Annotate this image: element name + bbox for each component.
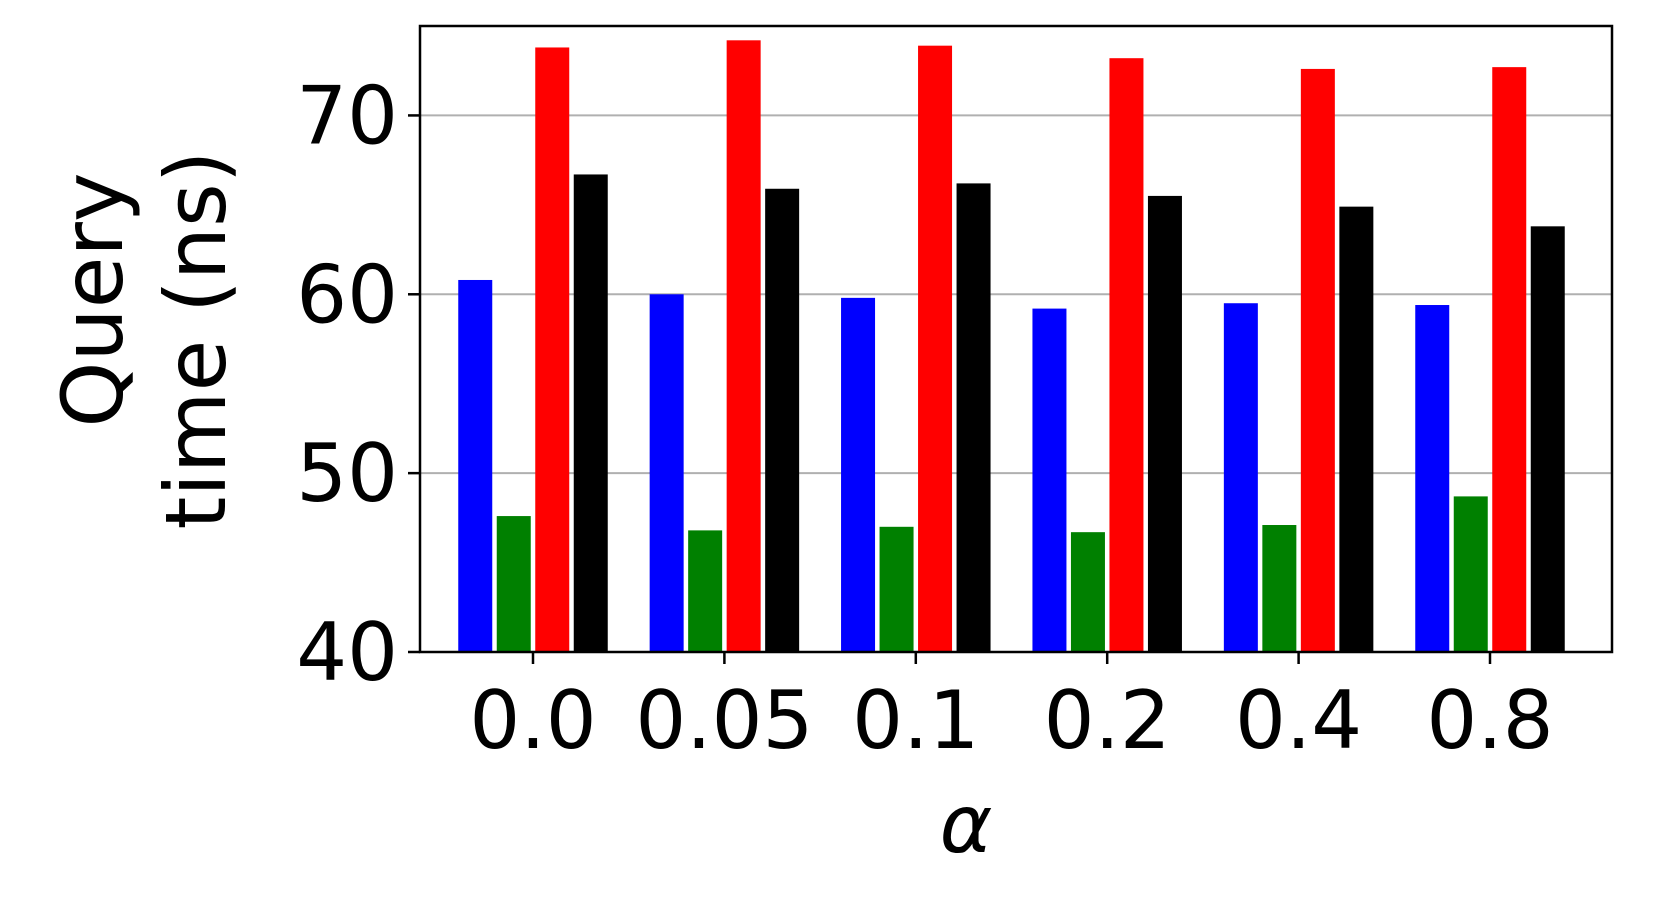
bar [688, 530, 723, 652]
bar [726, 40, 761, 652]
bar [765, 188, 800, 652]
bar [1147, 195, 1182, 652]
bar [1262, 525, 1297, 652]
bar [918, 45, 953, 652]
bar [649, 294, 684, 652]
x-tick-label: 0.1 [852, 674, 979, 767]
x-tick-label: 0.0 [469, 674, 596, 767]
plot-frame [418, 24, 1614, 654]
bar [1109, 58, 1144, 653]
x-axis-ticks: 0.0 0.05 0.1 0.2 0.4 0.8 [469, 652, 1554, 767]
bar [1339, 206, 1374, 652]
bar [1530, 226, 1565, 652]
y-tick-label: 70 [296, 69, 398, 162]
bar [1070, 532, 1105, 652]
bar [1032, 308, 1067, 652]
x-tick-label: 0.05 [635, 674, 813, 767]
bar [879, 526, 914, 652]
bar [535, 47, 570, 653]
y-axis-ticks: 40 50 60 70 [296, 69, 420, 699]
x-tick-label: 0.8 [1426, 674, 1553, 767]
bar [1453, 496, 1488, 652]
gridlines [420, 114, 1612, 475]
bar [1492, 67, 1527, 652]
bar [841, 297, 876, 652]
y-tick-label: 50 [296, 427, 398, 520]
bars [458, 40, 1565, 653]
x-axis-label: α [940, 778, 993, 871]
x-tick-label: 0.4 [1235, 674, 1362, 767]
bar [458, 279, 493, 652]
bar [1300, 68, 1335, 652]
y-axis-label-line-1: Query [44, 172, 142, 427]
bar [956, 183, 991, 652]
bar [1415, 305, 1450, 652]
bar [573, 174, 608, 653]
x-tick-label: 0.2 [1044, 674, 1171, 767]
y-axis-label-line-2: time (ns) [147, 150, 245, 529]
y-tick-label: 40 [296, 606, 398, 699]
bar [1223, 303, 1258, 652]
y-tick-label: 60 [296, 248, 398, 341]
bar [496, 516, 531, 652]
